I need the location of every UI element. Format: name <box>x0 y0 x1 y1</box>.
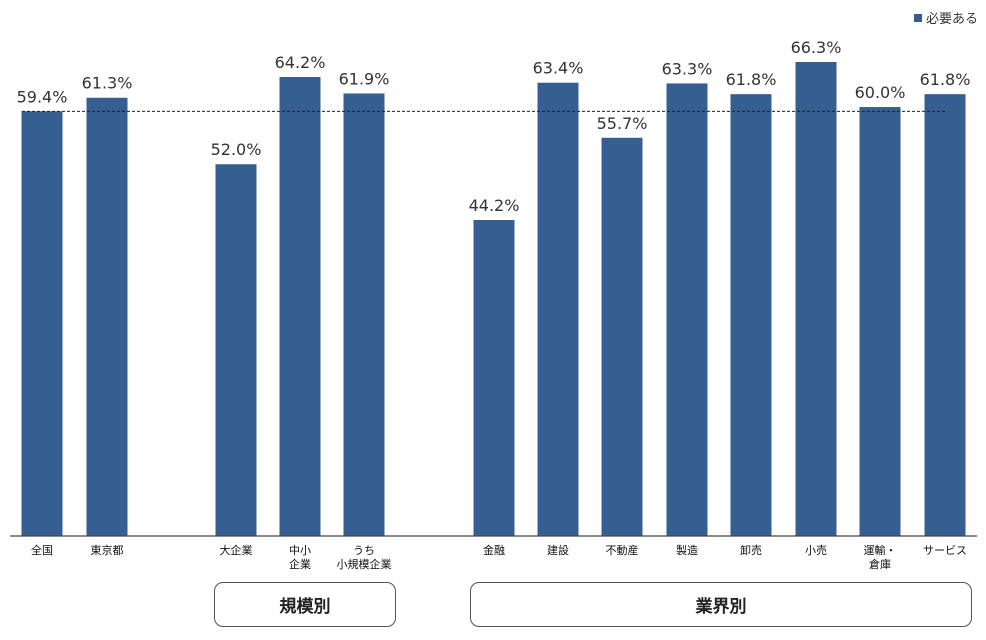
category-label-line: サービス <box>923 544 967 557</box>
category-label-line: 小規模企業 <box>336 558 392 571</box>
group-size-box: 規模別 <box>214 582 396 627</box>
category-label-line: 倉庫 <box>869 558 891 571</box>
bar-うち小規模企業 <box>343 93 385 536</box>
category-label-line: 運輸・ <box>863 544 897 557</box>
data-label-サービス: 61.8% <box>920 70 971 89</box>
bar-不動産 <box>601 137 643 536</box>
data-label-建設: 63.4% <box>533 59 584 78</box>
data-label-卸売: 61.8% <box>726 70 777 89</box>
data-label-製造: 63.3% <box>662 59 713 78</box>
category-label-サービス: サービス <box>905 544 985 558</box>
data-label-うち小規模企業: 61.9% <box>339 69 390 88</box>
bar-卸売 <box>730 94 772 537</box>
category-label-line: 企業 <box>289 558 311 571</box>
category-label-製造: 製造 <box>647 544 727 558</box>
category-label-運輸・倉庫: 運輸・ 倉庫 <box>840 544 920 572</box>
bar-製造 <box>666 83 708 536</box>
data-label-不動産: 55.7% <box>597 114 648 133</box>
category-label-line: 卸売 <box>740 544 762 557</box>
group-industry-label: 業界別 <box>695 597 747 617</box>
data-label-小売: 66.3% <box>791 38 842 57</box>
category-label-line: 金融 <box>483 544 505 557</box>
bar-金融 <box>473 220 515 536</box>
category-label-line: 不動産 <box>605 544 639 557</box>
category-label-line: 小売 <box>805 544 827 557</box>
category-label-line: 中小 <box>289 544 311 557</box>
category-label-うち小規模企業: うち 小規模企業 <box>324 544 404 572</box>
category-label-line: 大企業 <box>219 544 253 557</box>
category-label-line: うち <box>353 544 375 557</box>
data-label-東京都: 61.3% <box>82 74 133 93</box>
category-label-中小企業: 中小 企業 <box>260 544 340 572</box>
category-label-line: 製造 <box>676 544 698 557</box>
data-label-大企業: 52.0% <box>211 140 262 159</box>
category-label-大企業: 大企業 <box>196 544 276 558</box>
bar-東京都 <box>86 97 128 536</box>
data-label-運輸・倉庫: 60.0% <box>855 83 906 102</box>
category-label-line: 全国 <box>31 544 53 557</box>
bar-全国 <box>21 111 63 536</box>
category-label-建設: 建設 <box>518 544 598 558</box>
bar-大企業 <box>215 164 257 536</box>
category-label-金融: 金融 <box>454 544 534 558</box>
legend-label: 必要ある <box>925 12 978 27</box>
legend: 必要ある <box>913 8 978 27</box>
category-label-卸売: 卸売 <box>711 544 791 558</box>
group-industry-box: 業界別 <box>470 582 972 627</box>
data-label-全国: 59.4% <box>17 87 68 106</box>
category-label-不動産: 不動産 <box>582 544 662 558</box>
bar-建設 <box>537 82 579 536</box>
category-label-line: 東京都 <box>90 544 124 557</box>
bar-運輸・倉庫 <box>859 107 901 537</box>
category-label-小売: 小売 <box>776 544 856 558</box>
legend-swatch <box>913 13 922 22</box>
bar-中小企業 <box>279 77 321 536</box>
category-label-東京都: 東京都 <box>67 544 147 558</box>
bar-サービス <box>924 94 966 537</box>
category-label-line: 建設 <box>547 544 569 557</box>
data-label-金融: 44.2% <box>469 196 520 215</box>
data-label-中小企業: 64.2% <box>275 53 326 72</box>
bar-小売 <box>795 62 837 536</box>
category-label-全国: 全国 <box>2 544 82 558</box>
group-size-label: 規模別 <box>279 597 331 617</box>
